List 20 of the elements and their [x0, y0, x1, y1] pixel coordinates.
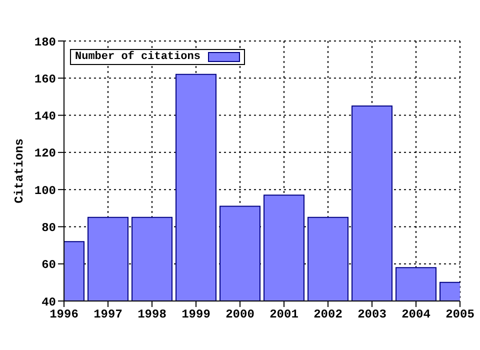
y-tick-label: 160	[34, 72, 56, 86]
y-tick-label: 180	[34, 35, 56, 50]
x-tick-label: 1998	[138, 308, 166, 322]
y-axis-title: Citations	[12, 138, 26, 204]
y-tick-label: 140	[34, 110, 56, 124]
x-tick-label: 1997	[94, 308, 122, 322]
legend-label: Number of citations	[75, 51, 200, 63]
x-tick-label: 2001	[270, 308, 298, 322]
x-tick-label: 2005	[446, 308, 474, 322]
y-tick-label: 100	[34, 184, 56, 198]
y-tick-label: 120	[34, 146, 56, 161]
y-tick-label: 80	[42, 220, 56, 235]
x-tick-label: 1999	[182, 308, 210, 322]
x-tick-label: 2000	[226, 308, 254, 322]
y-tick-label: 60	[42, 258, 56, 272]
x-tick-label: 1996	[50, 308, 78, 322]
x-tick-label: 2003	[358, 308, 386, 322]
x-tick-label: 2002	[314, 308, 342, 322]
y-tick-label: 40	[42, 295, 56, 310]
x-tick-label: 2004	[402, 308, 430, 322]
